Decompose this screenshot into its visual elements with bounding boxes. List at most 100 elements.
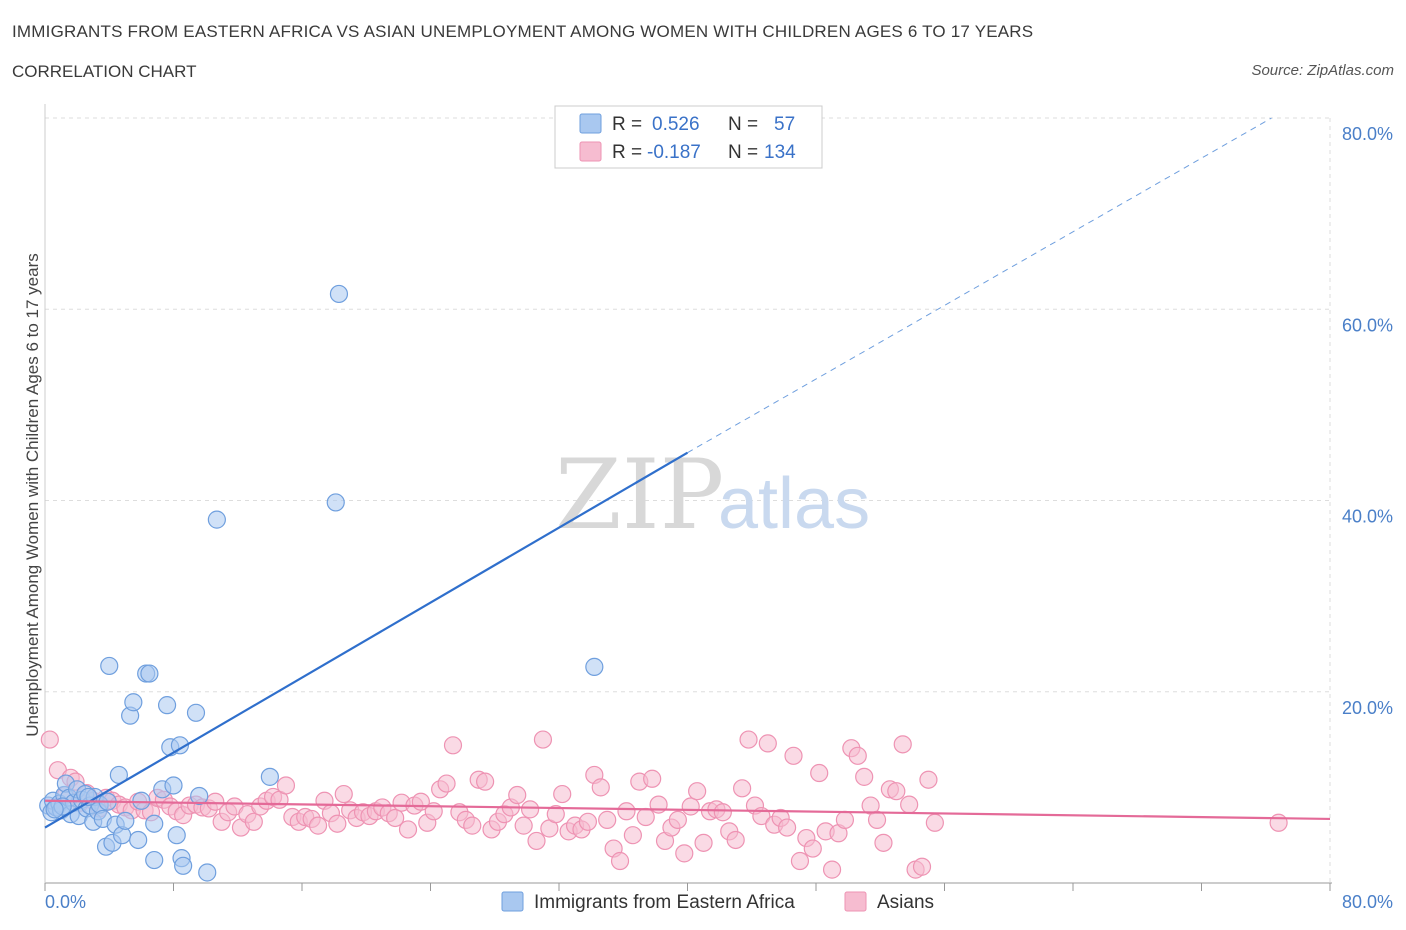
asians-point-137 [919, 770, 938, 789]
legend-r-label-blue: R = [612, 114, 642, 135]
asians-point-76 [527, 831, 546, 851]
asians-point-68 [476, 772, 495, 791]
series-legend: Immigrants from Eastern Africa Asians [501, 891, 934, 913]
eastern-africa-trend-extension [687, 117, 1272, 454]
asians-point-87 [598, 810, 617, 829]
asians-point-42 [308, 816, 328, 835]
asians-point-112 [758, 734, 777, 753]
legend-swatch-blue [579, 113, 602, 134]
eastern-africa-point-51 [329, 284, 349, 304]
asians-point-126 [848, 746, 867, 765]
legend-r-label-pink: R = [612, 142, 642, 163]
eastern-africa-trend-line [44, 451, 689, 829]
asians-point-115 [777, 818, 797, 837]
correlation-legend: R = 0.526 N = 57 R = -0.187 N = 134 [554, 105, 823, 169]
asians-point-124 [835, 810, 855, 829]
eastern-africa-point-52 [585, 657, 604, 676]
bottom-legend-swatch-pink [844, 891, 867, 912]
asians-point-108 [733, 779, 752, 798]
asians-point-80 [553, 784, 572, 804]
legend-n-label-blue: N = [728, 114, 758, 135]
asians-point-45 [328, 814, 347, 833]
x-tick-label-min: 0.0% [45, 892, 86, 912]
eastern-africa-point-50 [326, 493, 345, 512]
eastern-africa-point-47 [198, 863, 217, 882]
asians-point-133 [893, 735, 912, 754]
asians-point-26 [206, 792, 225, 811]
eastern-africa-point-28 [116, 811, 135, 830]
asians-point-63 [443, 736, 463, 755]
eastern-africa-point-34 [140, 664, 159, 683]
asians-point-32 [244, 812, 263, 831]
source-credit: Source: ZipAtlas.com [1251, 62, 1394, 79]
asians-point-94 [643, 769, 662, 788]
eastern-africa-point-48 [207, 510, 226, 529]
legend-n-value-pink: 134 [764, 142, 796, 163]
watermark-atlas: atlas [718, 464, 870, 544]
asians-point-105 [713, 803, 732, 822]
asians-point-93 [636, 807, 655, 827]
asians-point-37 [276, 776, 296, 795]
chart-subtitle: CORRELATION CHART [12, 62, 197, 81]
asians-point-132 [887, 782, 906, 801]
asians-point-89 [610, 851, 630, 871]
eastern-africa-point-40 [164, 776, 183, 795]
asians-point-66 [463, 816, 482, 835]
eastern-africa-point-31 [129, 830, 148, 850]
asians-point-98 [668, 810, 687, 829]
asians-point-100 [681, 797, 700, 816]
asians-point-74 [514, 816, 533, 835]
eastern-africa-point-42 [170, 736, 190, 755]
y-tick-labels: 20.0% 40.0% 60.0% 80.0% [1342, 124, 1393, 718]
eastern-africa-point-49 [260, 767, 279, 786]
asians-point-75 [520, 800, 540, 819]
legend-n-value-blue: 57 [774, 114, 795, 135]
asians-point-0 [40, 730, 59, 749]
asians-points [40, 730, 1288, 879]
asians-point-101 [688, 782, 707, 801]
asians-point-73 [508, 785, 527, 805]
asians-point-129 [867, 810, 887, 829]
asians-point-102 [694, 833, 713, 852]
x-tick-label-max: 80.0% [1342, 892, 1393, 912]
legend-r-value-pink: -0.187 [647, 142, 701, 163]
x-axis-ticks [44, 883, 1331, 891]
asians-trend-line [44, 799, 1331, 821]
eastern-africa-point-41 [167, 826, 186, 845]
asians-point-134 [900, 795, 919, 814]
bottom-legend-label-blue: Immigrants from Eastern Africa [534, 892, 795, 913]
asians-point-62 [437, 774, 456, 793]
asians-point-86 [591, 778, 610, 797]
eastern-africa-point-38 [157, 696, 177, 715]
eastern-africa-point-36 [145, 850, 164, 870]
asians-point-138 [925, 813, 944, 832]
y-axis-label: Unemployment Among Women with Children A… [23, 253, 42, 737]
asians-point-120 [810, 763, 829, 783]
eastern-africa-point-32 [132, 791, 151, 810]
asians-point-116 [784, 746, 803, 765]
eastern-africa-point-45 [186, 703, 206, 722]
y-tick-label-0: 20.0% [1342, 698, 1393, 718]
eastern-africa-point-46 [190, 786, 209, 806]
asians-point-79 [546, 805, 565, 824]
watermark-zip: ZIP [555, 439, 724, 551]
bottom-legend-label-pink: Asians [877, 892, 934, 913]
asians-point-117 [790, 851, 810, 871]
asians-point-46 [334, 784, 353, 804]
asians-point-109 [739, 730, 758, 749]
asians-point-84 [578, 812, 598, 831]
eastern-africa-point-35 [145, 814, 164, 833]
asians-point-99 [675, 844, 694, 863]
eastern-africa-point-56 [45, 800, 64, 819]
asians-point-139 [1269, 813, 1288, 832]
eastern-africa-point-30 [124, 693, 143, 712]
asians-point-130 [874, 833, 893, 852]
asians-point-127 [855, 767, 874, 786]
y-tick-label-2: 60.0% [1342, 315, 1393, 335]
legend-r-value-blue: 0.526 [652, 114, 700, 135]
y-tick-label-1: 40.0% [1342, 507, 1393, 527]
asians-point-77 [533, 730, 553, 749]
asians-point-122 [822, 860, 842, 879]
asians-point-90 [617, 802, 636, 821]
